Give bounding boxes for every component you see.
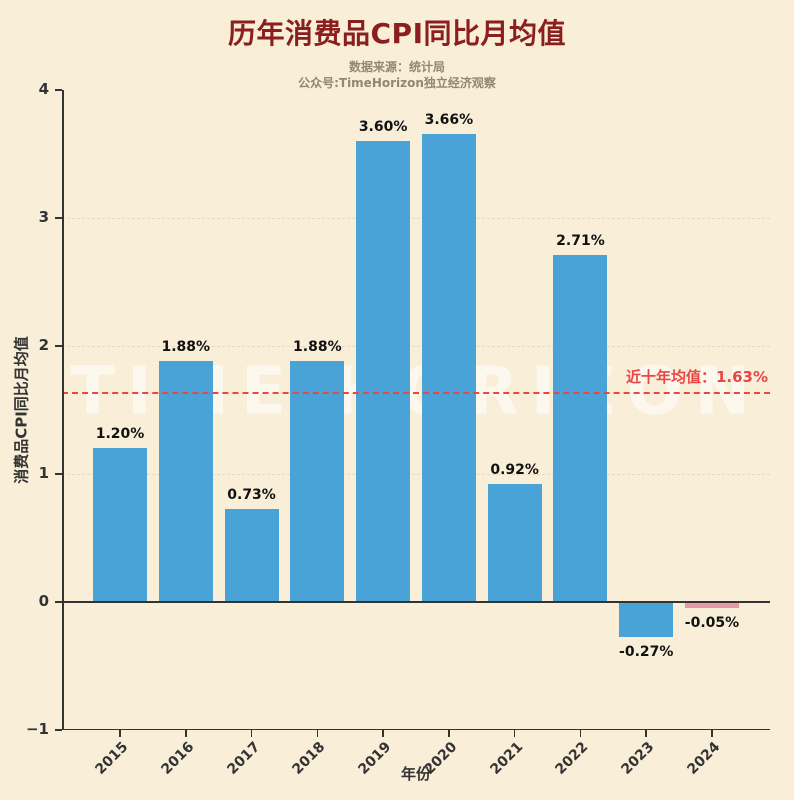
y-tick-label: 2 — [38, 336, 49, 354]
x-tick-mark — [513, 730, 516, 737]
y-tick-label: 3 — [38, 208, 49, 226]
h-gridline — [62, 473, 770, 475]
chart-channel: 公众号:TimeHorizon独立经济观察 — [298, 76, 496, 90]
bar-value-label: 1.88% — [293, 339, 342, 356]
y-tick-label: −1 — [25, 720, 49, 738]
x-tick-label: 2018 — [289, 739, 329, 778]
x-tick-mark — [645, 730, 647, 737]
x-tick-label: 2016 — [158, 739, 198, 778]
bar-value-label: 3.66% — [424, 111, 474, 128]
y-tick-mark — [55, 601, 62, 603]
bar — [158, 361, 213, 602]
x-tick-label: 2021 — [487, 739, 526, 778]
chart-header: 历年消费品CPI同比月均值 数据来源：统计局 公众号:TimeHorizon独立… — [0, 12, 794, 91]
y-tick-label: 1 — [38, 464, 49, 482]
x-tick-mark — [382, 730, 384, 737]
y-tick-mark — [55, 473, 62, 475]
x-tick-label: 2023 — [618, 739, 658, 778]
y-axis-title: 消费品CPI同比月均值 — [12, 336, 31, 484]
x-tick-mark — [250, 730, 253, 737]
zero-line — [62, 601, 770, 603]
bar-value-label: -0.05% — [684, 615, 740, 632]
bar-value-label: 3.60% — [358, 119, 408, 136]
y-tick-label: 4 — [38, 80, 49, 98]
x-tick-label: 2024 — [684, 739, 724, 778]
bar — [553, 255, 608, 602]
x-tick-label: 2015 — [92, 739, 132, 778]
mean-line-label: 近十年均值：1.63% — [625, 368, 768, 387]
bar — [290, 361, 345, 602]
bar-value-label: 0.92% — [490, 462, 539, 479]
x-axis-spine — [62, 728, 770, 730]
x-tick-mark — [185, 730, 187, 737]
bar-value-label: 2.71% — [556, 233, 605, 250]
h-gridline — [62, 345, 770, 347]
bar — [487, 484, 542, 602]
x-tick-mark — [119, 730, 121, 737]
x-tick-mark — [448, 730, 450, 737]
bar-value-label: -0.27% — [619, 643, 674, 660]
x-axis-title: 年份 — [400, 765, 432, 783]
bar-value-label: 0.73% — [227, 486, 276, 503]
bar — [619, 602, 674, 637]
mean-line — [62, 392, 770, 395]
y-tick-mark — [55, 729, 62, 731]
y-tick-mark — [55, 89, 62, 91]
x-tick-label: 2022 — [552, 739, 592, 778]
bar-value-label: 1.20% — [95, 426, 145, 443]
y-tick-label: 0 — [38, 592, 49, 610]
y-axis-spine — [62, 90, 64, 730]
bar — [224, 508, 279, 602]
chart-source: 数据来源：统计局 — [348, 60, 445, 74]
x-tick-label: 2019 — [355, 739, 395, 778]
x-tick-mark — [316, 730, 319, 737]
h-gridline — [62, 217, 770, 219]
y-tick-mark — [55, 345, 62, 347]
plot-area: TIME HORIZON 4 3 2 1 0 −1 2015 1.20% 2016 1.88% 20… — [26, 80, 770, 778]
bar-value-label: 1.88% — [161, 339, 211, 356]
chart-title: 历年消费品CPI同比月均值 — [228, 17, 566, 50]
bar — [356, 141, 411, 602]
y-tick-mark — [55, 217, 62, 219]
x-tick-label: 2017 — [223, 739, 263, 778]
bar — [685, 602, 739, 609]
x-tick-mark — [711, 730, 713, 737]
bar — [421, 133, 476, 602]
x-tick-mark — [579, 730, 582, 737]
bar — [93, 448, 147, 602]
